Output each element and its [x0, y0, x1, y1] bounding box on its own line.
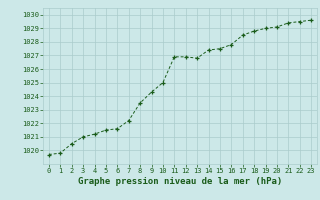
X-axis label: Graphe pression niveau de la mer (hPa): Graphe pression niveau de la mer (hPa): [78, 177, 282, 186]
